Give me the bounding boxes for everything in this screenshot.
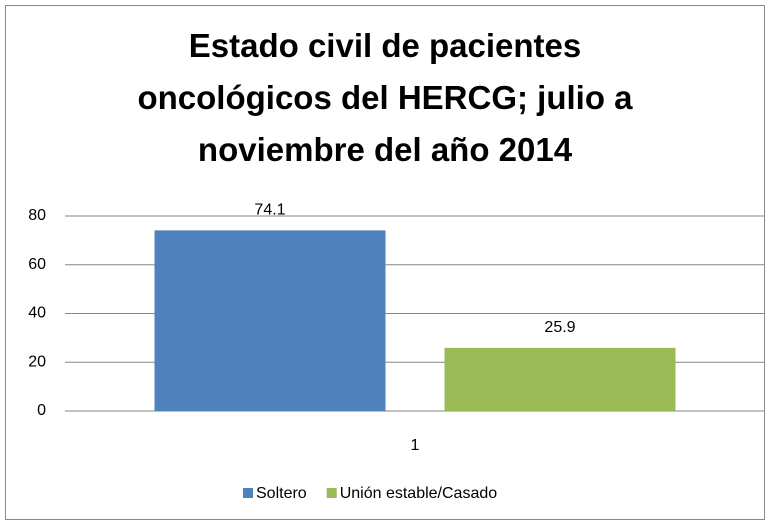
legend-label: Soltero <box>256 485 307 502</box>
y-tick-label: 80 <box>28 207 46 224</box>
y-tick-label: 0 <box>37 402 46 419</box>
x-tick-label: 1 <box>411 437 420 454</box>
y-tick-label: 60 <box>28 256 46 273</box>
bar <box>154 230 386 411</box>
data-label: 25.9 <box>544 319 575 336</box>
y-tick-label: 40 <box>28 305 46 322</box>
legend-swatch <box>326 488 337 498</box>
legend-label: Unión estable/Casado <box>340 485 498 502</box>
data-label: 74.1 <box>254 202 285 219</box>
bar <box>444 347 676 411</box>
chart-title: Estado civil de pacientes oncológicos de… <box>137 27 633 168</box>
y-tick-label: 20 <box>28 353 46 370</box>
legend-swatch <box>243 488 253 498</box>
